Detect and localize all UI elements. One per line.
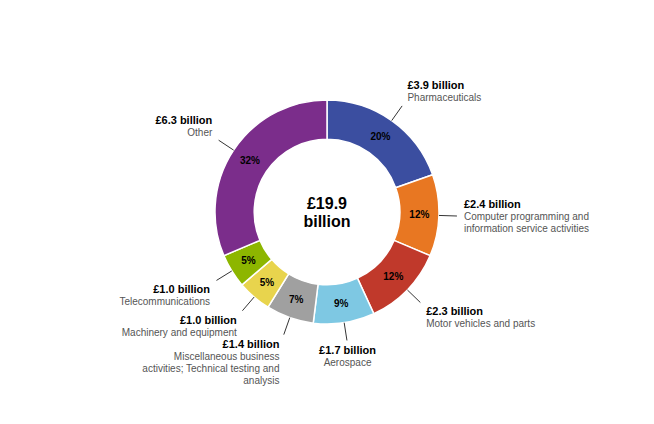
svg-text:20%: 20% <box>370 131 390 142</box>
svg-text:7%: 7% <box>289 294 304 305</box>
svg-text:£6.3 billionOther: £6.3 billionOther <box>155 114 213 138</box>
svg-text:£3.9 billionPharmaceuticals: £3.9 billionPharmaceuticals <box>407 79 481 103</box>
svg-text:£1.4 billionMiscellaneous busi: £1.4 billionMiscellaneous businessactivi… <box>142 338 279 386</box>
svg-text:9%: 9% <box>334 298 349 309</box>
svg-text:£1.7 billionAerospace: £1.7 billionAerospace <box>319 344 376 368</box>
svg-text:5%: 5% <box>260 277 275 288</box>
svg-text:£1.0 billionMachinery and equi: £1.0 billionMachinery and equipment <box>122 314 237 338</box>
svg-text:£2.4 billionComputer programmi: £2.4 billionComputer programming andinfo… <box>464 198 589 234</box>
svg-text:12%: 12% <box>409 209 429 220</box>
svg-text:£19.9billion: £19.9billion <box>303 195 350 230</box>
svg-text:£2.3 billionMotor vehicles and: £2.3 billionMotor vehicles and parts <box>426 305 535 329</box>
svg-text:£1.0 billionTelecommunications: £1.0 billionTelecommunications <box>119 283 210 307</box>
svg-text:32%: 32% <box>240 155 260 166</box>
svg-text:5%: 5% <box>241 255 256 266</box>
svg-text:12%: 12% <box>383 271 403 282</box>
